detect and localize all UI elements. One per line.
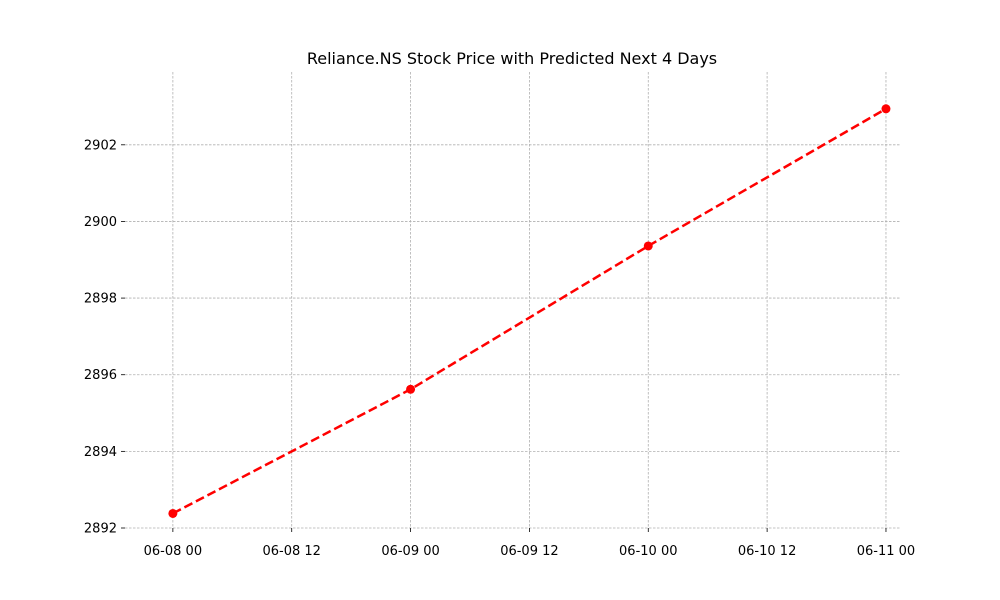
y-tick-label: 2896 — [84, 368, 117, 383]
data-point — [168, 508, 178, 518]
chart-title: Reliance.NS Stock Price with Predicted N… — [307, 49, 717, 68]
x-tick-label: 06-08 00 — [144, 544, 202, 559]
series-layer — [168, 104, 891, 518]
axis-layer: 06-08 00 06-08 12 06-09 00 06-09 12 06-10 00… — [84, 138, 915, 559]
grid-layer — [125, 72, 900, 529]
y-tick-label: 2892 — [84, 522, 117, 537]
x-tick-label: 06-10 00 — [619, 544, 677, 559]
x-tick-label: 06-10 12 — [738, 544, 796, 559]
y-tick-label: 2900 — [84, 215, 117, 230]
data-point — [406, 384, 416, 394]
data-point — [643, 241, 653, 251]
x-tick-label: 06-09 00 — [381, 544, 439, 559]
y-tick-label: 2898 — [84, 292, 117, 307]
x-tick-label: 06-11 00 — [857, 544, 915, 559]
y-tick-label: 2902 — [84, 138, 117, 153]
data-point — [881, 104, 891, 114]
x-tick-label: 06-08 12 — [262, 544, 320, 559]
series-line — [172, 107, 887, 515]
y-tick-label: 2894 — [84, 445, 117, 460]
x-tick-label: 06-09 12 — [500, 544, 558, 559]
